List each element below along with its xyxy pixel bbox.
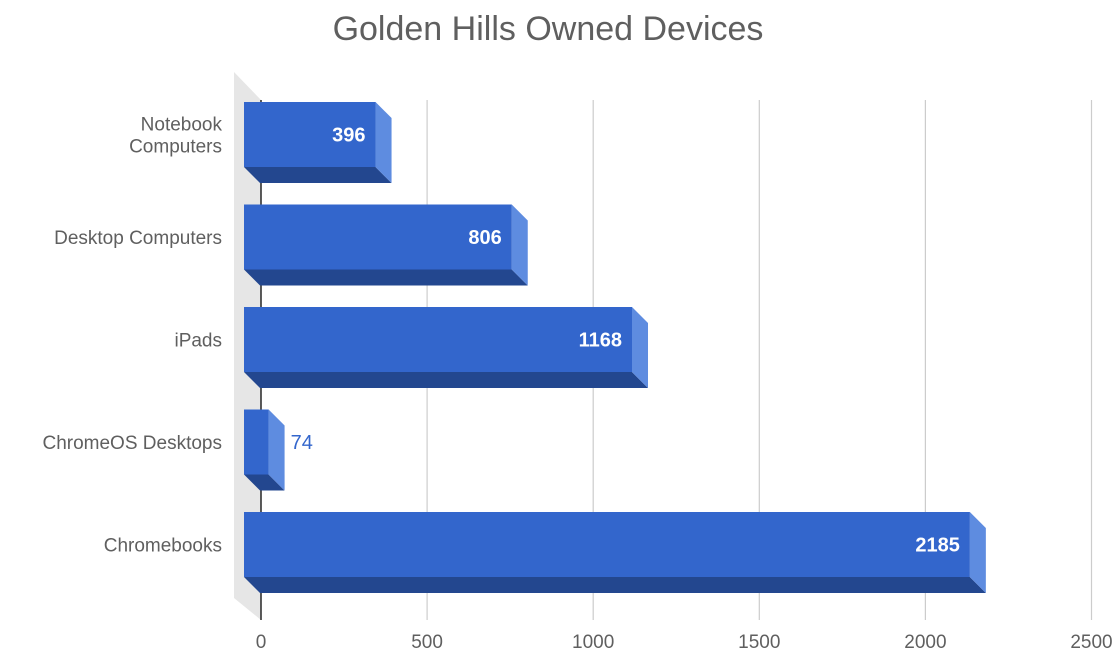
bar xyxy=(244,512,970,577)
bar-side-face xyxy=(268,409,285,491)
y-category-label: Notebook Computers xyxy=(129,115,222,158)
bar-value-label: 2185 xyxy=(915,535,960,557)
bar xyxy=(244,409,269,475)
bar-bottom-face xyxy=(244,167,392,183)
bar-bottom-face xyxy=(244,372,649,388)
y-category-label: iPads xyxy=(174,331,222,352)
x-tick-label: 1500 xyxy=(738,632,780,653)
bar-bottom-face xyxy=(244,577,986,593)
bar-value-label: 396 xyxy=(332,125,365,147)
chart-title: Golden Hills Owned Devices xyxy=(332,10,764,48)
bar xyxy=(244,204,512,270)
bar-value-label: 1168 xyxy=(579,330,622,352)
y-category-label: ChromeOS Desktops xyxy=(42,433,222,454)
bar-side-face xyxy=(632,307,649,388)
y-category-label: Desktop Computers xyxy=(54,228,222,249)
bar xyxy=(244,102,376,167)
x-tick-label: 2000 xyxy=(904,632,946,653)
x-tick-label: 1000 xyxy=(572,632,614,653)
x-tick-label: 2500 xyxy=(1070,632,1112,653)
bar-side-face xyxy=(969,512,986,593)
bar-value-label: 806 xyxy=(468,227,501,249)
bar xyxy=(244,307,633,372)
x-tick-label: 0 xyxy=(256,632,267,653)
x-tick-label: 500 xyxy=(411,632,443,653)
y-category-label: Chromebooks xyxy=(104,536,222,557)
bar-bottom-face xyxy=(244,269,528,286)
bar-value-label: 74 xyxy=(291,432,313,454)
bar-bottom-face xyxy=(244,474,285,491)
bar-side-face xyxy=(375,102,392,183)
bar-side-face xyxy=(511,204,528,286)
